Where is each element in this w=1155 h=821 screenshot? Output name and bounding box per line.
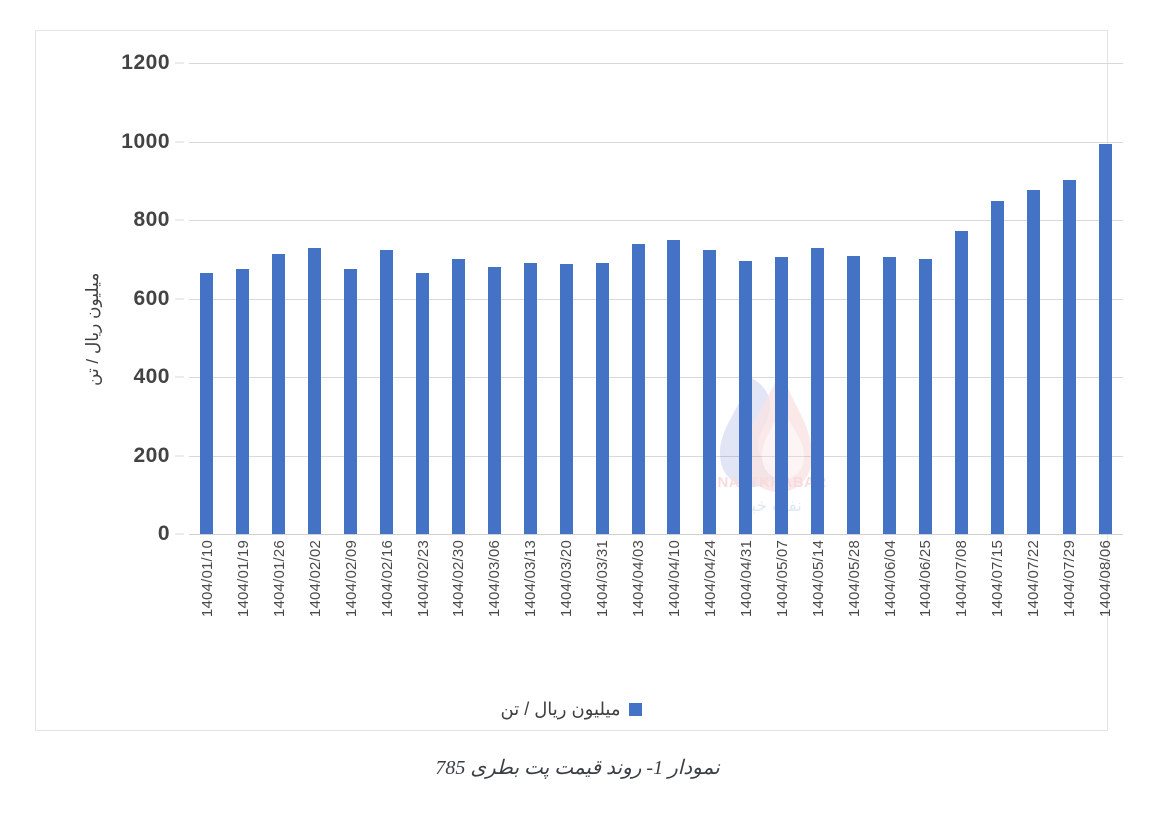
x-axis-tick-label: 1404/01/26 — [270, 540, 288, 618]
bar[interactable] — [344, 268, 358, 534]
x-axis-tick-label: 1404/02/30 — [450, 540, 468, 618]
y-axis-tick-label: 1200 — [121, 51, 170, 74]
bar[interactable] — [811, 247, 825, 534]
bar[interactable] — [667, 240, 681, 534]
bar[interactable] — [847, 256, 861, 534]
y-axis-tick-label: 800 — [133, 208, 170, 231]
bar[interactable] — [451, 259, 465, 534]
gridline — [189, 298, 1123, 300]
bar[interactable] — [308, 247, 322, 534]
y-axis-tick-label: 1000 — [121, 129, 170, 153]
chart-legend[interactable]: میلیون ریال / تن — [36, 699, 1107, 720]
x-axis-tick-label: 1404/05/07 — [773, 540, 791, 618]
bar[interactable] — [1026, 189, 1040, 534]
bar[interactable] — [487, 267, 501, 534]
x-axis-tick-label: 1404/01/19 — [234, 540, 252, 618]
x-axis-tick-label: 1404/05/14 — [809, 540, 827, 618]
x-axis-tick-label: 1404/01/10 — [198, 540, 216, 618]
bar[interactable] — [272, 253, 286, 534]
bar[interactable] — [523, 263, 537, 534]
x-axis-tick-label: 1404/02/02 — [306, 540, 324, 618]
x-axis-tick-label: 1404/07/22 — [1025, 540, 1043, 618]
gridlines — [189, 63, 1123, 535]
gridline — [189, 63, 1123, 64]
bar[interactable] — [236, 268, 250, 534]
gridline — [189, 534, 1123, 535]
y-axis-tick-mark — [175, 62, 184, 64]
legend-label: میلیون ریال / تن — [500, 699, 621, 719]
x-axis-tick-label: 1404/07/29 — [1061, 540, 1079, 618]
y-axis-tick-label: 600 — [133, 286, 170, 310]
y-axis-tick-mark — [175, 376, 184, 378]
gridline — [189, 455, 1123, 457]
bar[interactable] — [990, 200, 1004, 534]
x-axis-tick-label: 1404/07/15 — [989, 540, 1007, 618]
bar[interactable] — [883, 257, 896, 534]
chart-frame: میلیون ریال / تن 0 200 400 600 800 1000 1200 N… — [35, 30, 1123, 731]
x-axis-tick-label: 1404/04/03 — [630, 540, 648, 618]
x-axis-tick-label: 1404/04/31 — [737, 540, 755, 618]
bar[interactable] — [595, 262, 609, 534]
bar[interactable] — [1098, 144, 1112, 534]
x-axis-tick-label: 1404/05/28 — [845, 540, 863, 618]
bar[interactable] — [775, 257, 789, 534]
bar[interactable] — [416, 273, 429, 534]
plot-area: NAFTKHABAR نفت خبر — [189, 63, 1123, 535]
gridline — [189, 220, 1123, 221]
x-axis: 1404/01/10 1404/01/19 1404/01/26 1404/02/02… — [189, 540, 1123, 680]
y-axis-tick-mark — [175, 219, 184, 221]
bar[interactable] — [631, 243, 645, 534]
y-axis-tick-label: 0 — [157, 522, 170, 545]
x-axis-tick-label: 1404/04/24 — [701, 540, 719, 618]
y-axis-tick-mark — [175, 455, 184, 456]
y-axis-tick-mark — [175, 298, 184, 299]
bar[interactable] — [200, 273, 214, 534]
y-axis-tick-label: 200 — [133, 443, 170, 467]
x-axis-tick-label: 1404/03/06 — [486, 540, 504, 618]
x-axis-tick-label: 1404/03/13 — [522, 540, 540, 618]
bar[interactable] — [559, 264, 573, 534]
bar[interactable] — [703, 249, 717, 534]
x-axis-tick-label: 1404/03/20 — [558, 540, 576, 618]
x-axis-tick-label: 1404/07/08 — [953, 540, 971, 618]
bar-series — [189, 63, 1123, 534]
bar[interactable] — [954, 230, 968, 534]
x-axis-tick-label: 1404/02/09 — [342, 540, 360, 618]
gridline — [189, 377, 1123, 378]
figure-caption: نمودار 1- روند قیمت پت بطری 785 — [435, 757, 720, 779]
bar[interactable] — [918, 258, 932, 534]
x-axis-tick-label: 1404/03/31 — [594, 540, 612, 618]
y-axis-tick-label: 400 — [133, 365, 170, 388]
x-axis-tick-label: 1404/02/16 — [378, 540, 396, 618]
x-axis-tick-label: 1404/02/23 — [414, 540, 432, 618]
y-axis: 0 200 400 600 800 1000 1200 — [36, 51, 184, 545]
legend-swatch — [629, 703, 643, 716]
x-axis-tick-label: 1404/06/04 — [881, 540, 899, 618]
x-axis-tick-label: 1404/08/06 — [1097, 540, 1115, 618]
x-axis-tick-label: 1404/06/25 — [917, 540, 935, 618]
y-axis-tick-mark — [175, 533, 184, 535]
x-axis-tick-label: 1404/04/10 — [665, 540, 683, 618]
y-axis-tick-mark — [175, 141, 184, 142]
bar[interactable] — [380, 249, 394, 534]
bar[interactable] — [739, 260, 753, 534]
bar[interactable] — [1062, 180, 1076, 534]
gridline — [189, 141, 1123, 143]
